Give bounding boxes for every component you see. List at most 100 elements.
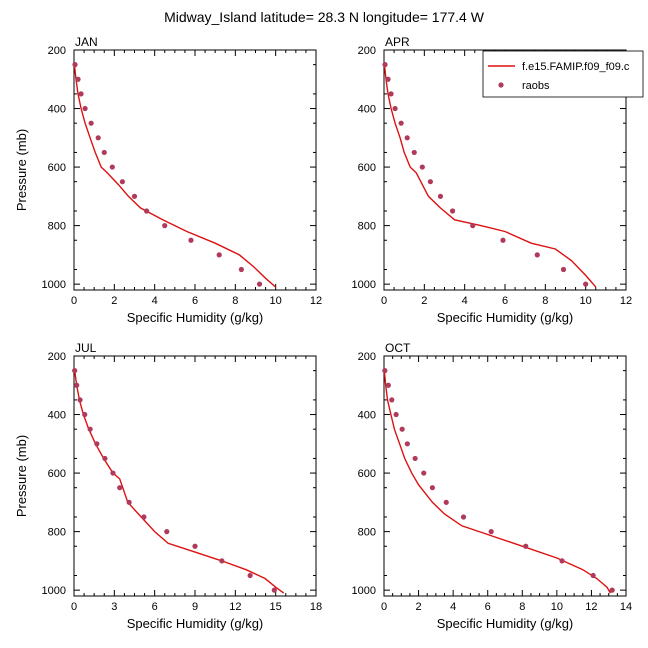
x-tick-label: 6 — [485, 601, 491, 613]
raobs-point — [188, 237, 194, 243]
y-tick-label: 200 — [358, 351, 376, 363]
y-tick-label: 600 — [358, 162, 376, 174]
raobs-point — [82, 105, 88, 112]
y-tick-label: 1000 — [352, 279, 376, 291]
raobs-point — [238, 266, 244, 273]
raobs-point — [583, 281, 589, 287]
raobs-point — [109, 164, 115, 170]
raobs-point — [382, 62, 388, 68]
y-tick-label: 1000 — [42, 585, 66, 597]
plot-frame — [73, 49, 317, 291]
y-tick-label: 1000 — [352, 585, 376, 597]
raobs-point — [216, 252, 222, 258]
y-tick-label: 400 — [358, 104, 376, 116]
raobs-point — [421, 470, 427, 476]
y-tick-label: 400 — [358, 410, 376, 422]
raobs-point — [256, 281, 263, 287]
x-tick-label: 0 — [71, 601, 77, 613]
raobs-point — [392, 105, 398, 112]
x-tick-label: 4 — [450, 601, 456, 613]
y-tick-label: 400 — [48, 410, 66, 422]
x-tick-label: 6 — [152, 601, 158, 613]
raobs-point — [427, 179, 433, 185]
figure-title: Midway_Island latitude= 28.3 N longitude… — [164, 9, 485, 25]
legend-label: raobs — [522, 80, 550, 92]
raobs-point — [399, 426, 405, 432]
model-line — [383, 64, 597, 288]
plot-frame — [73, 355, 317, 597]
raobs-point — [534, 252, 540, 258]
raobs-point — [412, 455, 418, 462]
x-axis-label: Specific Humidity (g/kg) — [127, 616, 264, 631]
raobs-point — [443, 499, 449, 505]
raobs-point — [437, 193, 444, 199]
x-tick-label: 0 — [381, 601, 387, 613]
x-axis-label: Specific Humidity (g/kg) — [127, 310, 264, 325]
raobs-point — [101, 149, 107, 156]
raobs-point — [404, 441, 410, 447]
raobs-point — [247, 572, 253, 579]
raobs-point — [88, 120, 94, 126]
raobs-point — [398, 120, 404, 126]
raobs-point — [102, 455, 108, 462]
x-axis-label: Specific Humidity (g/kg) — [437, 616, 574, 631]
y-axis-label: Pressure (mb) — [14, 129, 29, 211]
raobs-point — [393, 411, 399, 418]
plot-frame — [383, 355, 627, 597]
x-tick-label: 10 — [551, 601, 563, 613]
y-axis-label: Pressure (mb) — [14, 435, 29, 517]
panel-apr: 0 2 4 6 8 10 12 200 400 600 800 1000 APR Specific Hum… — [352, 35, 633, 325]
raobs-point — [523, 543, 529, 549]
raobs-point — [590, 572, 596, 579]
x-tick-label: 18 — [310, 601, 322, 613]
x-tick-label: 6 — [192, 295, 198, 307]
x-tick-label: 2 — [111, 295, 117, 307]
panel-oct: 0 2 4 6 8 10 12 14 200 400 600 800 1000 OCT Specific H… — [352, 341, 633, 631]
raobs-point — [449, 208, 456, 214]
x-tick-label: 0 — [381, 295, 387, 307]
x-tick-label: 2 — [416, 601, 422, 613]
legend-box — [482, 50, 644, 98]
y-tick-label: 800 — [48, 527, 66, 539]
legend-marker-swatch — [498, 82, 504, 88]
x-tick-label: 8 — [542, 295, 548, 307]
y-tick-label: 200 — [48, 45, 66, 57]
raobs-point — [192, 543, 198, 549]
raobs-point — [609, 587, 615, 593]
x-tick-label: 10 — [270, 295, 282, 307]
raobs-point — [460, 514, 467, 520]
raobs-point — [75, 76, 81, 82]
panel-jan: 0 2 4 6 8 10 12 200 400 600 800 1000 JAN Specific Hum… — [14, 35, 322, 325]
x-tick-label: 0 — [71, 295, 77, 307]
raobs-point — [74, 382, 80, 388]
y-tick-label: 1000 — [42, 279, 66, 291]
x-tick-label: 10 — [580, 295, 592, 307]
raobs-point — [95, 135, 101, 141]
raobs-point — [385, 382, 391, 388]
raobs-point — [72, 368, 78, 374]
raobs-point — [560, 266, 567, 273]
panel-jul: 0 3 6 9 12 15 18 200 400 600 800 1000 JUL Specific Hu… — [14, 341, 322, 631]
y-tick-label: 800 — [358, 221, 376, 233]
raobs-point — [144, 208, 150, 214]
raobs-point — [72, 62, 78, 68]
model-line — [74, 370, 285, 594]
x-tick-label: 12 — [585, 601, 597, 613]
y-tick-label: 600 — [48, 468, 66, 480]
raobs-point — [131, 193, 138, 199]
raobs-point — [411, 149, 417, 156]
x-tick-label: 6 — [502, 295, 508, 307]
raobs-point — [429, 485, 435, 491]
y-tick-label: 800 — [48, 221, 66, 233]
model-line — [383, 370, 612, 594]
raobs-point — [271, 587, 277, 593]
y-tick-label: 800 — [358, 527, 376, 539]
raobs-point — [219, 558, 225, 564]
y-tick-label: 600 — [48, 162, 66, 174]
x-tick-label: 4 — [152, 295, 158, 307]
raobs-point — [500, 237, 506, 243]
x-tick-label: 9 — [192, 601, 198, 613]
